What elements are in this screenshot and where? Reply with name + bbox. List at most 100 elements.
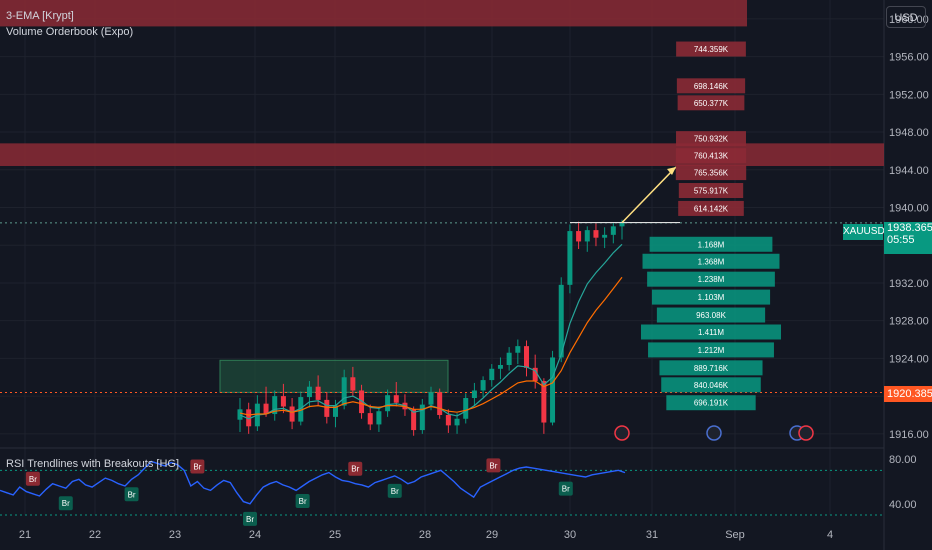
- candle-body: [263, 403, 269, 415]
- candle-body: [445, 414, 451, 426]
- orderbook-bar: [675, 148, 747, 164]
- candle-body: [411, 409, 417, 431]
- support-zone: [219, 359, 449, 393]
- orderbook-bar-label: 1.168M: [698, 240, 725, 249]
- rsi-tick-label: 40.00: [889, 499, 917, 511]
- orderbook-bar: [676, 131, 746, 147]
- rsi-pane: 40.00 80.00 Br Br Br Br Br Br Br Br Br Br: [0, 454, 917, 526]
- orderbook-bar: [666, 395, 756, 411]
- orderbook-bar: [642, 253, 780, 269]
- orderbook-bar-label: 614.142K: [694, 204, 729, 213]
- candle-body: [237, 409, 243, 420]
- orderbook-bar-label: 1.368M: [698, 257, 725, 266]
- orderbook-bar: [675, 165, 747, 181]
- orderbook-bar-label: 1.238M: [698, 275, 725, 284]
- indicator-title-rsi[interactable]: RSI Trendlines with Breakouts [HG]: [6, 458, 180, 470]
- calendar-event-icon: [614, 425, 630, 441]
- price-tick-label: 1952.00: [889, 89, 929, 101]
- rsi-breakout-label: Br: [489, 461, 497, 470]
- last-price: 1938.365: [887, 222, 932, 234]
- candle-body: [610, 226, 616, 235]
- event-icons[interactable]: [614, 425, 814, 441]
- ema-slow-line: [239, 276, 623, 416]
- time-tick-label: Sep: [725, 529, 745, 541]
- candle-body: [576, 231, 582, 242]
- rsi-breakout-label: Br: [299, 497, 307, 506]
- time-tick-label: 25: [329, 529, 341, 541]
- orderbook-bar: [651, 289, 771, 305]
- price-tick-label: 1960.00: [889, 14, 929, 26]
- rsi-breakout-marker: [58, 496, 73, 511]
- rsi-breakout-marker: [243, 511, 257, 526]
- rsi-breakout-label: Br: [128, 490, 136, 499]
- orderbook-bar-label: 840.046K: [694, 381, 729, 390]
- indicator-title-ema[interactable]: 3-EMA [Krypt]: [6, 10, 74, 22]
- candle-body: [315, 386, 321, 400]
- candle-body: [359, 390, 365, 414]
- candle-body: [463, 398, 469, 419]
- time-tick-label: 4: [827, 529, 833, 541]
- candle-body: [324, 399, 330, 417]
- orderbook-bar-label: 696.191K: [694, 399, 729, 408]
- orderbook-bar: [676, 41, 746, 57]
- time-tick-label: 28: [419, 529, 431, 541]
- candle-body: [333, 405, 338, 417]
- orderbook-bar-label: 963.08K: [696, 311, 726, 320]
- rsi-breakout-label: Br: [562, 485, 570, 494]
- rsi-breakout-label: Br: [29, 475, 37, 484]
- resistance-zone: [0, 0, 747, 27]
- candle-body: [246, 409, 252, 427]
- candle-body: [497, 365, 503, 369]
- candle-body: [471, 390, 477, 399]
- time-tick-label: 22: [89, 529, 101, 541]
- candle-body: [419, 404, 425, 431]
- candle-body: [524, 346, 529, 368]
- time-tick-label: 31: [646, 529, 658, 541]
- candle-body: [454, 418, 460, 426]
- price-tick-label: 1924.00: [889, 353, 929, 365]
- candle-body: [619, 222, 625, 227]
- rsi-breakout-marker: [124, 487, 139, 502]
- candle-body: [280, 396, 286, 407]
- rsi-tick-label: 80.00: [889, 454, 917, 466]
- arrow-head: [667, 166, 676, 175]
- orderbook-bar-label: 889.716K: [694, 364, 729, 373]
- orderbook-bar-label: 1.103M: [698, 293, 725, 302]
- candle-body: [558, 284, 564, 358]
- ema-fast-line: [239, 243, 623, 420]
- price-tick-label: 1956.00: [889, 52, 929, 64]
- orderbook-bar: [648, 342, 774, 358]
- rsi-breakout-label: Br: [246, 515, 254, 524]
- calendar-event-icon: [798, 425, 814, 441]
- candle-body: [593, 230, 599, 238]
- rsi-breakout-marker: [25, 471, 40, 486]
- arrow-line: [621, 166, 677, 224]
- price-tick-label: 1916.00: [889, 429, 929, 441]
- candle-body: [341, 377, 347, 406]
- bar-countdown: 05:55: [887, 234, 915, 246]
- candle-body: [289, 406, 295, 422]
- ema-lines: [239, 221, 680, 420]
- currency-button[interactable]: USD: [886, 6, 926, 28]
- time-axis[interactable]: 21 22 23 24 25 28 29 30 31 Sep 4: [19, 529, 833, 541]
- last-price-tag: 1938.365 05:55: [884, 222, 932, 254]
- orderbook-bar-label: 765.356K: [694, 169, 729, 178]
- level-price-tag: 1920.385: [884, 386, 932, 402]
- volume-orderbook: 744.359K 698.146K 650.377K 750.932K 760.413K…: [641, 41, 781, 411]
- rsi-breakout-marker: [486, 458, 501, 473]
- orderbook-bar: [678, 200, 744, 216]
- indicator-title-volume-orderbook[interactable]: Volume Orderbook (Expo): [6, 26, 134, 38]
- orderbook-bar: [678, 183, 744, 199]
- price-tick-label: 1932.00: [889, 278, 929, 290]
- rsi-breakout-marker: [387, 483, 402, 498]
- orderbook-bar: [661, 377, 761, 393]
- candle-body: [367, 413, 373, 425]
- candle-body: [393, 395, 399, 403]
- candle-body: [489, 368, 495, 381]
- orderbook-bar: [676, 78, 746, 94]
- rsi-line: [0, 460, 626, 505]
- candle-body: [306, 386, 312, 398]
- candle-body: [350, 377, 356, 391]
- orderbook-bar-label: 650.377K: [694, 99, 729, 108]
